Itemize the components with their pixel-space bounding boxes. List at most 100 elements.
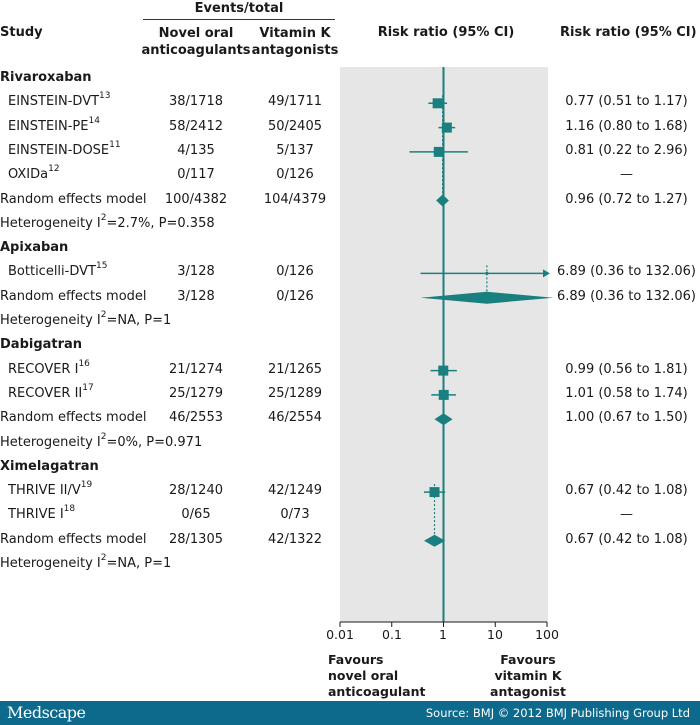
favours-right-line3: antagonist xyxy=(490,684,566,699)
novel-header-line2: anticoagulants xyxy=(141,43,251,58)
novel-events-cell: 58/2412 xyxy=(168,118,223,134)
footer-bar: Medscape Source: BMJ © 2012 BMJ Publishi… xyxy=(0,701,700,725)
pooled-diamond xyxy=(436,194,449,207)
novel-events-cell: 3/128 xyxy=(177,264,215,280)
heterogeneity-text: Heterogeneity I2=NA, P=1 xyxy=(0,310,172,328)
heterogeneity-superscript: 2 xyxy=(100,431,107,442)
pooled-diamond xyxy=(424,534,446,547)
novel-events-cell: 25/1279 xyxy=(168,385,223,401)
heterogeneity-superscript: 2 xyxy=(100,212,107,223)
point-estimate-square xyxy=(485,271,489,275)
study-name: EINSTEIN-DVT13 xyxy=(8,91,111,109)
axis-tick-label-10: 10 xyxy=(487,627,503,642)
vka-events-cell: 0/73 xyxy=(280,507,310,523)
study-label: Random effects model xyxy=(0,191,147,207)
events-header-rule xyxy=(143,19,335,20)
model-name: Random effects model xyxy=(0,192,147,207)
risk-ratio-text-header: Risk ratio (95% CI) xyxy=(560,25,697,40)
group-heading: Apixaban xyxy=(0,240,69,256)
vka-events-cell: 0/126 xyxy=(276,167,314,183)
risk-ratio-cell: — xyxy=(620,167,633,183)
favours-novel-label: Favours novel oral anticoagulant xyxy=(328,652,425,700)
model-name: Random effects model xyxy=(0,289,147,304)
study-name: RECOVER II17 xyxy=(8,382,94,401)
heterogeneity-text: Heterogeneity I2=NA, P=1 xyxy=(0,553,171,571)
model-name: Random effects model xyxy=(0,410,147,425)
vka-events-cell: 0/126 xyxy=(276,288,314,304)
novel-events-cell: 46/2553 xyxy=(168,410,223,426)
vka-events-cell: 104/4379 xyxy=(263,191,327,207)
reference-superscript: 17 xyxy=(82,382,94,393)
point-estimate-square xyxy=(429,487,440,498)
novel-events-cell: 100/4382 xyxy=(164,191,228,207)
reference-superscript: 14 xyxy=(88,115,100,126)
vka-events-cell: 46/2554 xyxy=(267,410,322,426)
favours-left-line3: anticoagulant xyxy=(328,684,426,699)
group-heading: Ximelagatran xyxy=(0,458,99,474)
point-estimate-square xyxy=(438,389,449,400)
favours-left-line2: novel oral xyxy=(328,668,399,683)
study-label: THRIVE II/V xyxy=(8,483,81,499)
risk-ratio-cell: 1.01 (0.58 to 1.74) xyxy=(565,385,688,401)
heterogeneity-prefix: Heterogeneity I xyxy=(0,313,101,328)
study-label: Botticelli-DVT xyxy=(8,264,96,280)
group-heading: Dabigatran xyxy=(0,337,83,353)
heterogeneity-superscript: 2 xyxy=(100,310,107,320)
reference-superscript: 12 xyxy=(48,164,60,175)
vka-header-line2: antagonists xyxy=(251,43,339,58)
novel-events-cell: 0/117 xyxy=(177,167,215,183)
heterogeneity-suffix: =NA, P=1 xyxy=(106,313,172,328)
risk-ratio-cell: — xyxy=(620,507,633,523)
study-name: EINSTEIN-DOSE11 xyxy=(8,140,121,158)
reference-superscript: 15 xyxy=(95,261,108,272)
study-label: THRIVE I xyxy=(8,507,64,523)
study-column-header: Study xyxy=(0,25,43,40)
reference-superscript: 19 xyxy=(80,480,93,491)
risk-ratio-cell: 0.67 (0.42 to 1.08) xyxy=(565,531,688,547)
risk-ratio-cell: 0.77 (0.51 to 1.17) xyxy=(565,94,688,110)
study-label: EINSTEIN-DOSE xyxy=(8,142,110,158)
study-name: THRIVE I18 xyxy=(8,504,75,523)
axis-tick-label-1: 1 xyxy=(439,627,447,642)
vka-events-cell: 21/1265 xyxy=(267,361,322,377)
risk-ratio-cell: 6.89 (0.36 to 132.06) xyxy=(557,288,696,304)
risk-ratio-cell: 0.99 (0.56 to 1.81) xyxy=(565,361,688,377)
vka-events-cell: 25/1289 xyxy=(267,385,322,401)
pooled-diamond xyxy=(420,291,554,304)
heterogeneity-superscript: 2 xyxy=(100,553,107,563)
risk-ratio-cell: 0.96 (0.72 to 1.27) xyxy=(565,191,688,207)
heterogeneity-text: Heterogeneity I2=0%, P=0.971 xyxy=(0,431,203,450)
heterogeneity-prefix: Heterogeneity I xyxy=(0,556,101,571)
vka-events-cell: 42/1322 xyxy=(267,531,322,547)
favours-left-line1: Favours xyxy=(328,652,384,667)
study-name: Botticelli-DVT15 xyxy=(8,261,108,280)
heterogeneity-suffix: =2.7%, P=0.358 xyxy=(106,215,215,231)
novel-events-cell: 28/1240 xyxy=(168,483,223,499)
study-label: RECOVER II xyxy=(8,385,83,401)
heterogeneity-suffix: =0%, P=0.971 xyxy=(106,434,203,450)
study-name: RECOVER I16 xyxy=(8,359,90,377)
risk-ratio-cell: 1.00 (0.67 to 1.50) xyxy=(565,410,688,426)
point-estimate-square xyxy=(432,98,443,109)
vka-events-cell: 42/1249 xyxy=(267,483,322,499)
novel-events-cell: 38/1718 xyxy=(168,94,223,110)
novel-events-cell: 28/1305 xyxy=(168,531,223,547)
risk-ratio-cell: 0.67 (0.42 to 1.08) xyxy=(565,483,688,499)
favours-right-line1: Favours xyxy=(500,652,556,667)
novel-events-cell: 0/65 xyxy=(181,507,211,523)
risk-ratio-cell: 6.89 (0.36 to 132.06) xyxy=(557,264,696,280)
heterogeneity-text: Heterogeneity I2=2.7%, P=0.358 xyxy=(0,212,215,231)
risk-ratio-plot-header: Risk ratio (95% CI) xyxy=(377,25,515,40)
risk-ratio-cell: 1.16 (0.80 to 1.68) xyxy=(565,118,688,134)
study-label: OXIDa xyxy=(8,167,49,183)
vka-events-cell: 50/2405 xyxy=(267,118,322,134)
study-name: THRIVE II/V19 xyxy=(8,480,93,499)
study-name: OXIDa12 xyxy=(8,164,60,183)
study-label: EINSTEIN-PE xyxy=(8,118,89,134)
novel-events-cell: 21/1274 xyxy=(168,361,223,377)
reference-superscript: 13 xyxy=(99,91,111,102)
point-estimate-square xyxy=(438,365,449,376)
axis-tick-label-0.1: 0.1 xyxy=(382,627,402,642)
forest-plot xyxy=(339,67,554,627)
medscape-logo: Medscape xyxy=(7,703,86,722)
